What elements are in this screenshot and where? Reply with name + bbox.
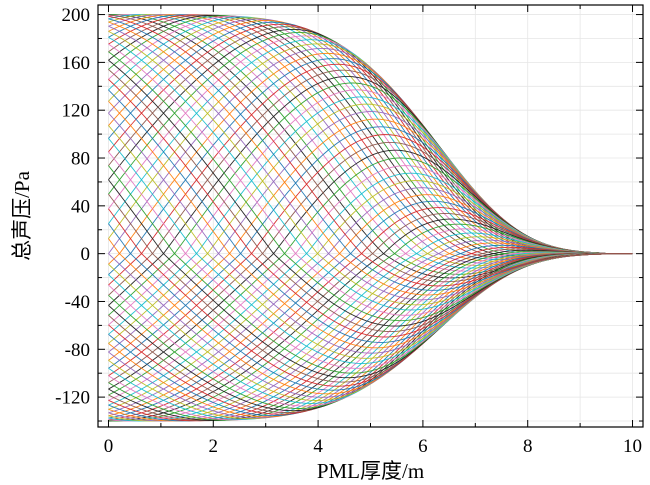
series-line xyxy=(108,249,633,421)
y-axis-title: 总声压/Pa xyxy=(10,170,34,261)
y-tick-label: 200 xyxy=(62,5,91,26)
ticks xyxy=(98,5,643,427)
series-line xyxy=(108,14,633,283)
y-tick-label: 0 xyxy=(81,244,91,265)
x-axis-title: PML厚度/m xyxy=(317,459,424,483)
series-line xyxy=(108,248,633,422)
x-tick-label: 2 xyxy=(209,436,219,457)
y-tick-label: 160 xyxy=(62,53,91,74)
series-line xyxy=(108,251,633,421)
x-tick-label: 8 xyxy=(523,436,533,457)
x-tick-label: 0 xyxy=(104,436,114,457)
x-tick-label: 10 xyxy=(623,436,642,457)
y-tick-label: 120 xyxy=(62,101,91,122)
x-tick-label: 4 xyxy=(313,436,323,457)
curves xyxy=(108,14,633,422)
y-tick-label: 80 xyxy=(71,149,90,170)
y-tick-label: -40 xyxy=(65,292,90,313)
series-line xyxy=(108,252,633,420)
y-tick-label: -80 xyxy=(65,340,90,361)
series-line xyxy=(108,250,633,421)
series-line xyxy=(108,252,633,420)
y-tick-label: -120 xyxy=(55,388,90,409)
y-tick-label: 40 xyxy=(71,196,90,217)
x-tick-label: 6 xyxy=(418,436,428,457)
tick-labels: 0 2 4 6 8 10 -120 -80 -40 0 40 80 120 160 200 xyxy=(55,5,642,457)
